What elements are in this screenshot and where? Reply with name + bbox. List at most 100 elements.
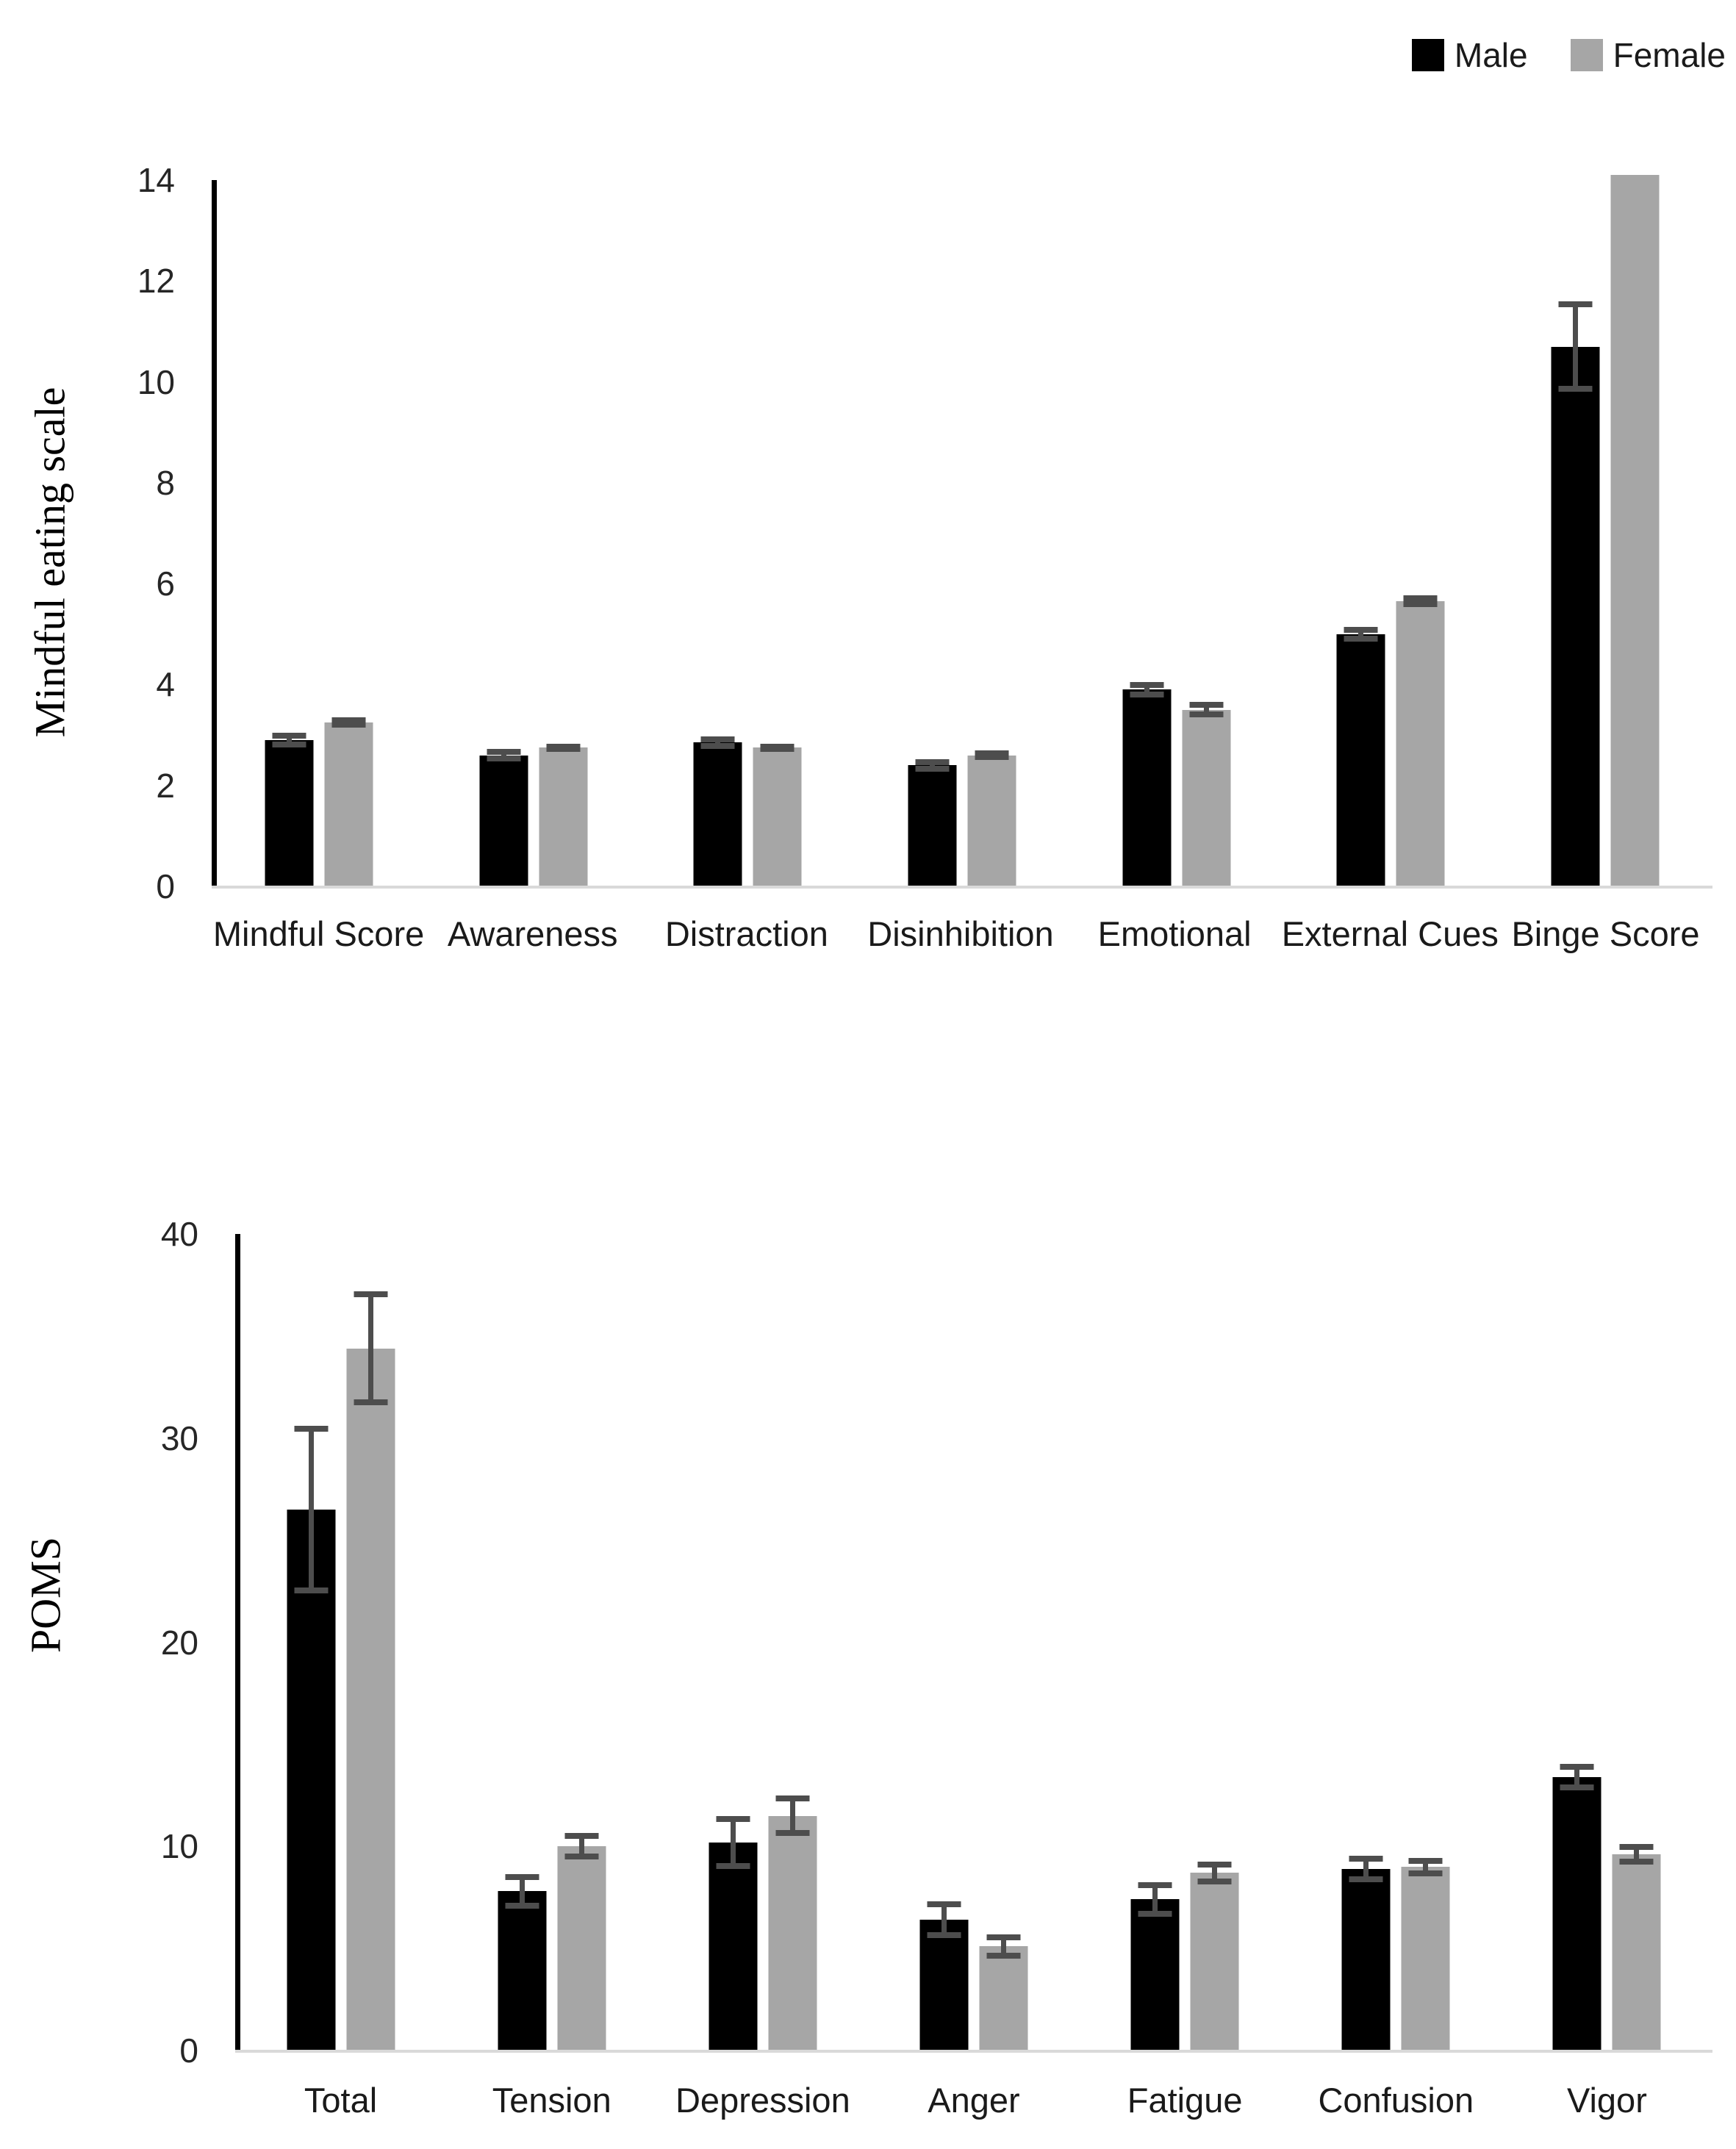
y-tick-label: 4 [156, 665, 175, 704]
error-bar-segment [308, 1426, 314, 1593]
bar-group [1502, 1234, 1712, 2051]
bar-slot [1336, 180, 1385, 886]
bar-group [446, 1234, 657, 2051]
bar-male [1122, 689, 1172, 886]
bar-male [1336, 634, 1385, 886]
bar-female [1182, 709, 1231, 886]
error-bar-segment [487, 749, 521, 756]
bar-slot [287, 1234, 336, 2051]
bar-pair [1122, 180, 1231, 886]
category-label: External Cues [1281, 914, 1499, 953]
error-bar-segment [1349, 1855, 1383, 1862]
error-bar-segment [1423, 1857, 1429, 1876]
error-bar [760, 743, 795, 752]
y-tick-label: 0 [156, 867, 175, 905]
legend: Male Female [1411, 35, 1726, 75]
error-bar-segment [487, 755, 521, 761]
bar-slot [346, 1234, 395, 2051]
error-bar-segment [986, 1953, 1021, 1959]
error-bar-segment [930, 759, 936, 772]
bar-slot [1552, 1234, 1602, 2051]
error-bar [564, 1833, 599, 1860]
error-bar-segment [915, 759, 950, 766]
bar-group [426, 180, 641, 886]
bar-male [709, 1842, 758, 2051]
error-bar-segment [286, 732, 292, 748]
error-bar-segment [272, 742, 306, 748]
bar-group [855, 180, 1069, 886]
bar-slot [1396, 180, 1445, 886]
error-bar-segment [1000, 1934, 1006, 1959]
bar-pair [498, 1234, 606, 2051]
bar-pair [1341, 1234, 1450, 2051]
error-bar [505, 1873, 539, 1909]
error-bar-segment [1212, 1862, 1218, 1884]
error-bar [1558, 301, 1593, 392]
plot-area: 0 2 4 6 8 10 12 14 [137, 161, 1712, 905]
y-tick-label: 0 [179, 2031, 198, 2070]
bar-group [212, 180, 426, 886]
bar-group [657, 1234, 868, 2051]
error-bar-segment [700, 742, 735, 749]
y-tick-label: 40 [160, 1215, 198, 1253]
bar-group [1284, 180, 1499, 886]
error-bar-segment [1408, 1870, 1443, 1876]
error-bar-segment [1558, 386, 1593, 392]
error-bar-segment [1344, 626, 1378, 633]
bar-slot [967, 180, 1016, 886]
error-bar-segment [975, 750, 1009, 756]
bar-slot [1122, 180, 1172, 886]
bar-slot [557, 1234, 606, 2051]
y-axis-line [235, 1234, 240, 2051]
bar-pair [1551, 175, 1660, 886]
bar-slot [1341, 1234, 1391, 2051]
error-bar [927, 1901, 961, 1939]
category-label: Distraction [664, 914, 828, 953]
error-bar-segment [294, 1426, 329, 1432]
category-label: Anger [928, 2081, 1020, 2120]
bar-group [235, 1234, 446, 2051]
bar-pair [908, 180, 1016, 886]
error-bar-segment [1574, 1763, 1580, 1790]
y-tick-label: 14 [137, 161, 175, 199]
bar-slot [908, 180, 957, 886]
error-bar-segment [1138, 1911, 1172, 1917]
error-bar-segment [986, 1934, 1021, 1940]
category-label: Fatigue [1127, 2081, 1243, 2120]
error-bar-segment [1363, 1855, 1369, 1882]
error-bar-segment [927, 1932, 961, 1939]
error-bar [1408, 1857, 1443, 1876]
bar-male [498, 1891, 547, 2051]
error-bar [546, 743, 581, 752]
bar-female [539, 747, 588, 886]
y-axis-line [212, 180, 217, 886]
bar-slot [768, 1234, 817, 2051]
legend-label-male: Male [1454, 36, 1528, 74]
bar-group [1069, 180, 1284, 886]
error-bar-segment [501, 749, 506, 761]
error-bar-segment [1344, 636, 1378, 642]
error-bar [975, 750, 1009, 761]
bar-male [908, 765, 957, 886]
bar-slot [1612, 1234, 1661, 2051]
error-bar-segment [1189, 702, 1224, 708]
bar-male [1552, 1776, 1602, 2051]
bar-slot [265, 180, 314, 886]
error-bar-segment [354, 1291, 388, 1297]
bar-male [919, 1920, 969, 2051]
error-bar-segment [1130, 682, 1164, 689]
y-tick-label: 20 [160, 1623, 198, 1662]
error-bar-segment [519, 1873, 525, 1909]
error-bar-segment [294, 1587, 329, 1593]
error-bar-segment [1558, 301, 1593, 307]
error-bar [1619, 1844, 1654, 1865]
bar-female [768, 1815, 817, 2051]
poms-chart: POMS 0 10 20 30 40 Total Tension Depression Ang… [0, 985, 1736, 2149]
bar-pair [287, 1234, 395, 2051]
error-bar-segment [354, 1399, 388, 1406]
error-bar [1197, 1862, 1232, 1884]
error-bar-segment [975, 754, 1009, 761]
error-bar [331, 717, 366, 728]
bar-slot [1130, 1234, 1180, 2051]
